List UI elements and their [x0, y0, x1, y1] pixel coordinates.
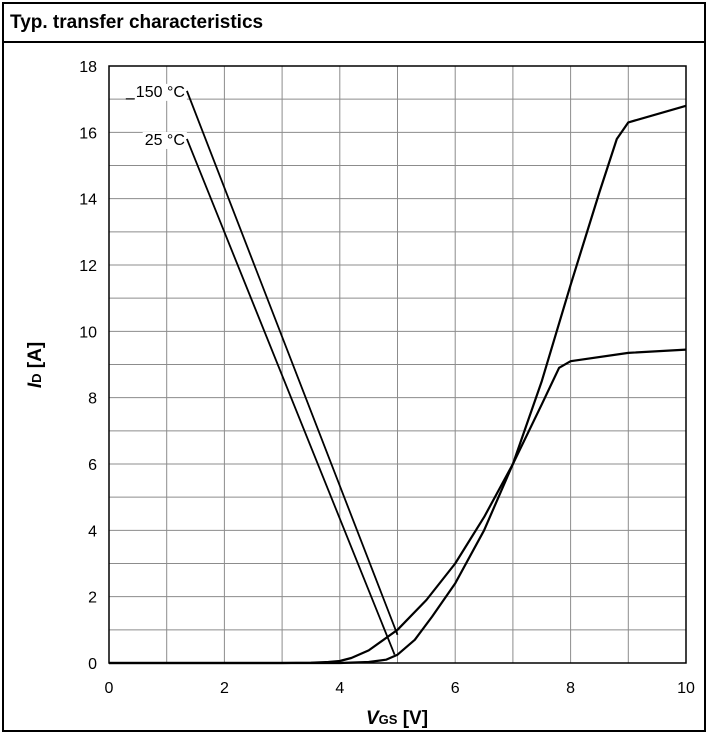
- annotation-leader-line: [186, 138, 396, 656]
- y-tick-label: 12: [79, 258, 97, 275]
- chart-title: Typ. transfer characteristics: [10, 12, 264, 33]
- annotation-label-background: [142, 131, 187, 149]
- grid: [109, 66, 686, 663]
- x-axis-label-var: V: [366, 708, 380, 729]
- y-tick-label: 2: [88, 590, 97, 607]
- annotation-label-background: [133, 83, 187, 101]
- y-axis-label-unit: [A]: [25, 342, 46, 374]
- y-tick-label: 6: [88, 457, 97, 474]
- x-axis-label-unit: [V]: [397, 708, 428, 729]
- series-lines: [109, 104, 687, 665]
- x-tick-label: 8: [566, 680, 575, 697]
- x-tick-labels: 0 2 4 6 8 10: [105, 680, 695, 697]
- y-tick-label: 4: [88, 523, 97, 540]
- y-axis-label: ID [A]: [25, 342, 46, 388]
- title-bar: Typ. transfer characteristics: [4, 4, 704, 43]
- x-tick-label: 0: [105, 680, 114, 697]
- annotation-leader-line: [186, 90, 399, 636]
- y-tick-label: 8: [88, 391, 97, 408]
- x-axis-label-sub: GS: [379, 712, 398, 727]
- x-tick-label: 2: [220, 680, 229, 697]
- y-axis-label-var: I: [25, 382, 46, 388]
- x-tick-label: 6: [451, 680, 460, 697]
- annotations: 150 °C 25 °C: [125, 83, 399, 656]
- y-tick-label: 14: [79, 192, 97, 209]
- y-axis-label-sub: D: [29, 373, 44, 382]
- series-line-25c: [109, 104, 687, 665]
- y-tick-labels: 0 2 4 6 8 10 12 14 16 18: [79, 59, 97, 673]
- annotation-label: 25 °C: [145, 132, 185, 149]
- x-axis-label: VGS [V]: [366, 708, 428, 729]
- x-tick-label: 10: [677, 680, 695, 697]
- y-tick-label: 0: [88, 656, 97, 673]
- y-tick-label: 16: [79, 125, 97, 142]
- annotation-label: 150 °C: [136, 84, 185, 101]
- y-tick-label: 10: [79, 324, 97, 341]
- x-tick-label: 4: [335, 680, 344, 697]
- plot-border: [108, 65, 687, 664]
- y-tick-label: 18: [79, 59, 97, 76]
